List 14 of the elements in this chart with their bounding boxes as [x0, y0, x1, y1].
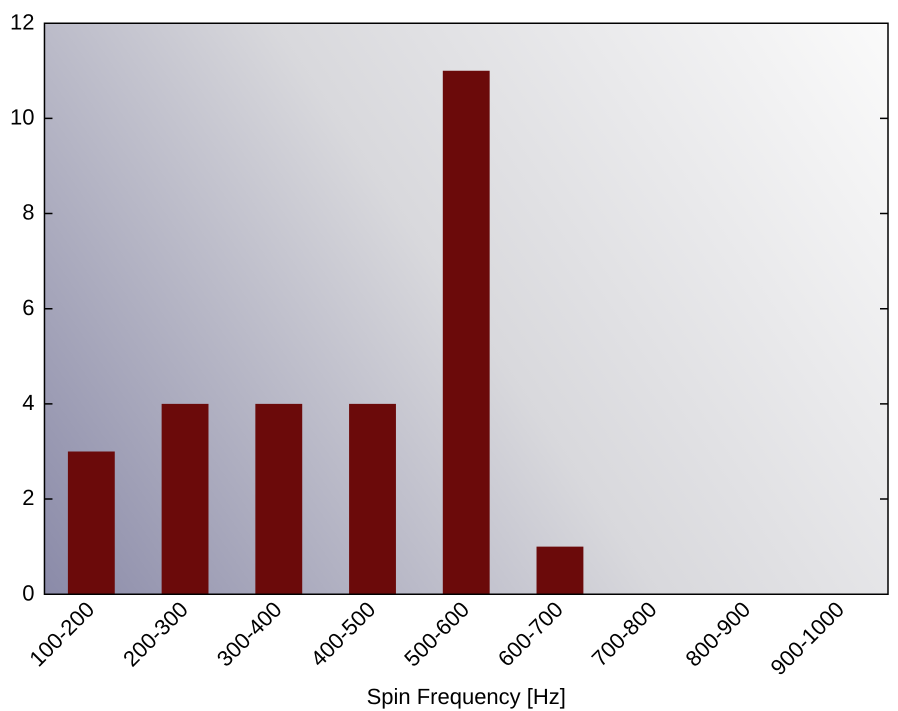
- y-tick-label: 4: [22, 390, 34, 415]
- bar: [68, 451, 115, 594]
- y-tick-label: 0: [22, 580, 34, 606]
- bar: [349, 404, 396, 594]
- x-axis-title: Spin Frequency [Hz]: [366, 684, 566, 709]
- y-tick-label: 6: [22, 294, 34, 320]
- bar: [536, 546, 584, 594]
- y-tick-label: 12: [10, 9, 34, 34]
- y-tick-label: 2: [22, 485, 34, 510]
- bar: [162, 404, 208, 594]
- bar: [442, 70, 490, 594]
- y-tick-label: 8: [22, 200, 34, 225]
- y-tick-label: 10: [10, 104, 34, 130]
- bar: [255, 404, 302, 594]
